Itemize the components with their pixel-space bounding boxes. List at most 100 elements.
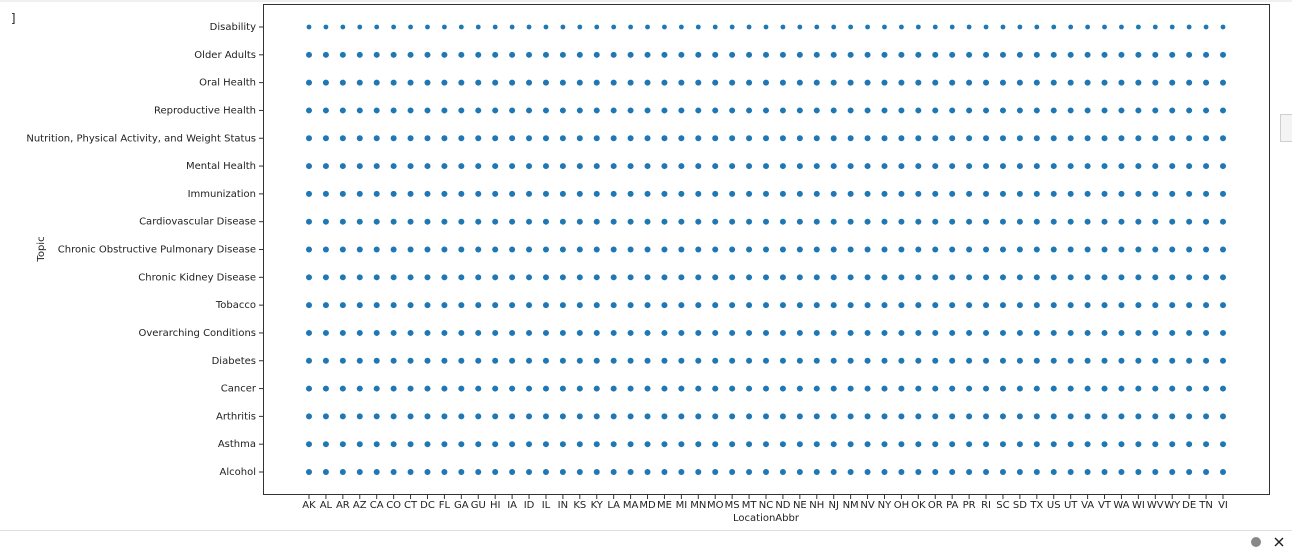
point [915, 247, 921, 253]
point [441, 52, 447, 58]
point [780, 274, 786, 280]
point [797, 247, 803, 253]
point [340, 386, 346, 392]
point [1187, 25, 1192, 30]
point [509, 413, 515, 419]
point [1034, 107, 1040, 113]
point [1017, 25, 1022, 30]
point [814, 107, 820, 113]
point [661, 247, 667, 253]
point [662, 25, 667, 30]
point [458, 441, 464, 447]
point [543, 274, 549, 280]
point [340, 358, 346, 364]
point [1102, 386, 1108, 392]
point [340, 163, 346, 169]
x-tick-label: WA [1113, 500, 1129, 511]
point [323, 386, 329, 392]
point [560, 358, 566, 364]
point [1152, 80, 1158, 86]
point [374, 135, 380, 141]
point [306, 247, 312, 253]
x-tick-label: AR [336, 500, 350, 511]
point [458, 330, 464, 336]
point [983, 274, 989, 280]
x-tick-label: IN [558, 500, 568, 511]
point [797, 25, 802, 30]
point [983, 386, 989, 392]
point [781, 25, 786, 30]
point [1220, 302, 1226, 308]
point [442, 25, 447, 30]
point [898, 107, 904, 113]
point [611, 107, 617, 113]
point [1169, 52, 1175, 58]
point [408, 274, 414, 280]
point [374, 191, 380, 197]
kernel-status [1251, 537, 1261, 547]
point [1135, 330, 1141, 336]
point [323, 302, 329, 308]
point [306, 469, 312, 475]
point [509, 52, 515, 58]
point [1169, 247, 1175, 253]
x-tick-label: HI [490, 500, 500, 511]
point [848, 52, 854, 58]
point [645, 330, 651, 336]
point [645, 469, 651, 475]
point [1203, 247, 1209, 253]
point [611, 441, 617, 447]
point [357, 247, 363, 253]
close-button[interactable] [1275, 538, 1283, 546]
point [898, 274, 904, 280]
point [391, 135, 397, 141]
x-tick-label: RI [981, 500, 991, 511]
point [1220, 135, 1226, 141]
point [966, 386, 972, 392]
point [577, 25, 582, 30]
point [763, 52, 769, 58]
point [1102, 191, 1108, 197]
point [695, 219, 701, 225]
point [441, 441, 447, 447]
point [1152, 52, 1158, 58]
point [509, 469, 515, 475]
point [678, 302, 684, 308]
point [475, 274, 481, 280]
scrollbar-thumb[interactable] [1281, 115, 1292, 142]
point [391, 107, 397, 113]
x-tick-label: ID [524, 500, 535, 511]
point [441, 358, 447, 364]
point [1017, 135, 1023, 141]
point [560, 386, 566, 392]
point [374, 330, 380, 336]
point [865, 219, 871, 225]
point [915, 80, 921, 86]
point [1169, 386, 1175, 392]
point [1135, 469, 1141, 475]
point [915, 413, 921, 419]
point [848, 25, 853, 30]
point [881, 163, 887, 169]
point [509, 247, 515, 253]
point [1186, 330, 1192, 336]
point [966, 330, 972, 336]
point [865, 107, 871, 113]
point [898, 219, 904, 225]
point [932, 386, 938, 392]
point [645, 358, 651, 364]
point [1169, 469, 1175, 475]
point [1169, 413, 1175, 419]
point [1220, 80, 1226, 86]
point [628, 358, 634, 364]
point [1051, 274, 1057, 280]
point [1085, 386, 1091, 392]
point [1102, 163, 1108, 169]
point [661, 386, 667, 392]
point [848, 191, 854, 197]
point [357, 469, 363, 475]
point [391, 191, 397, 197]
y-tick-label: Cardiovascular Disease [139, 217, 256, 228]
point [560, 25, 565, 30]
point [1203, 469, 1209, 475]
